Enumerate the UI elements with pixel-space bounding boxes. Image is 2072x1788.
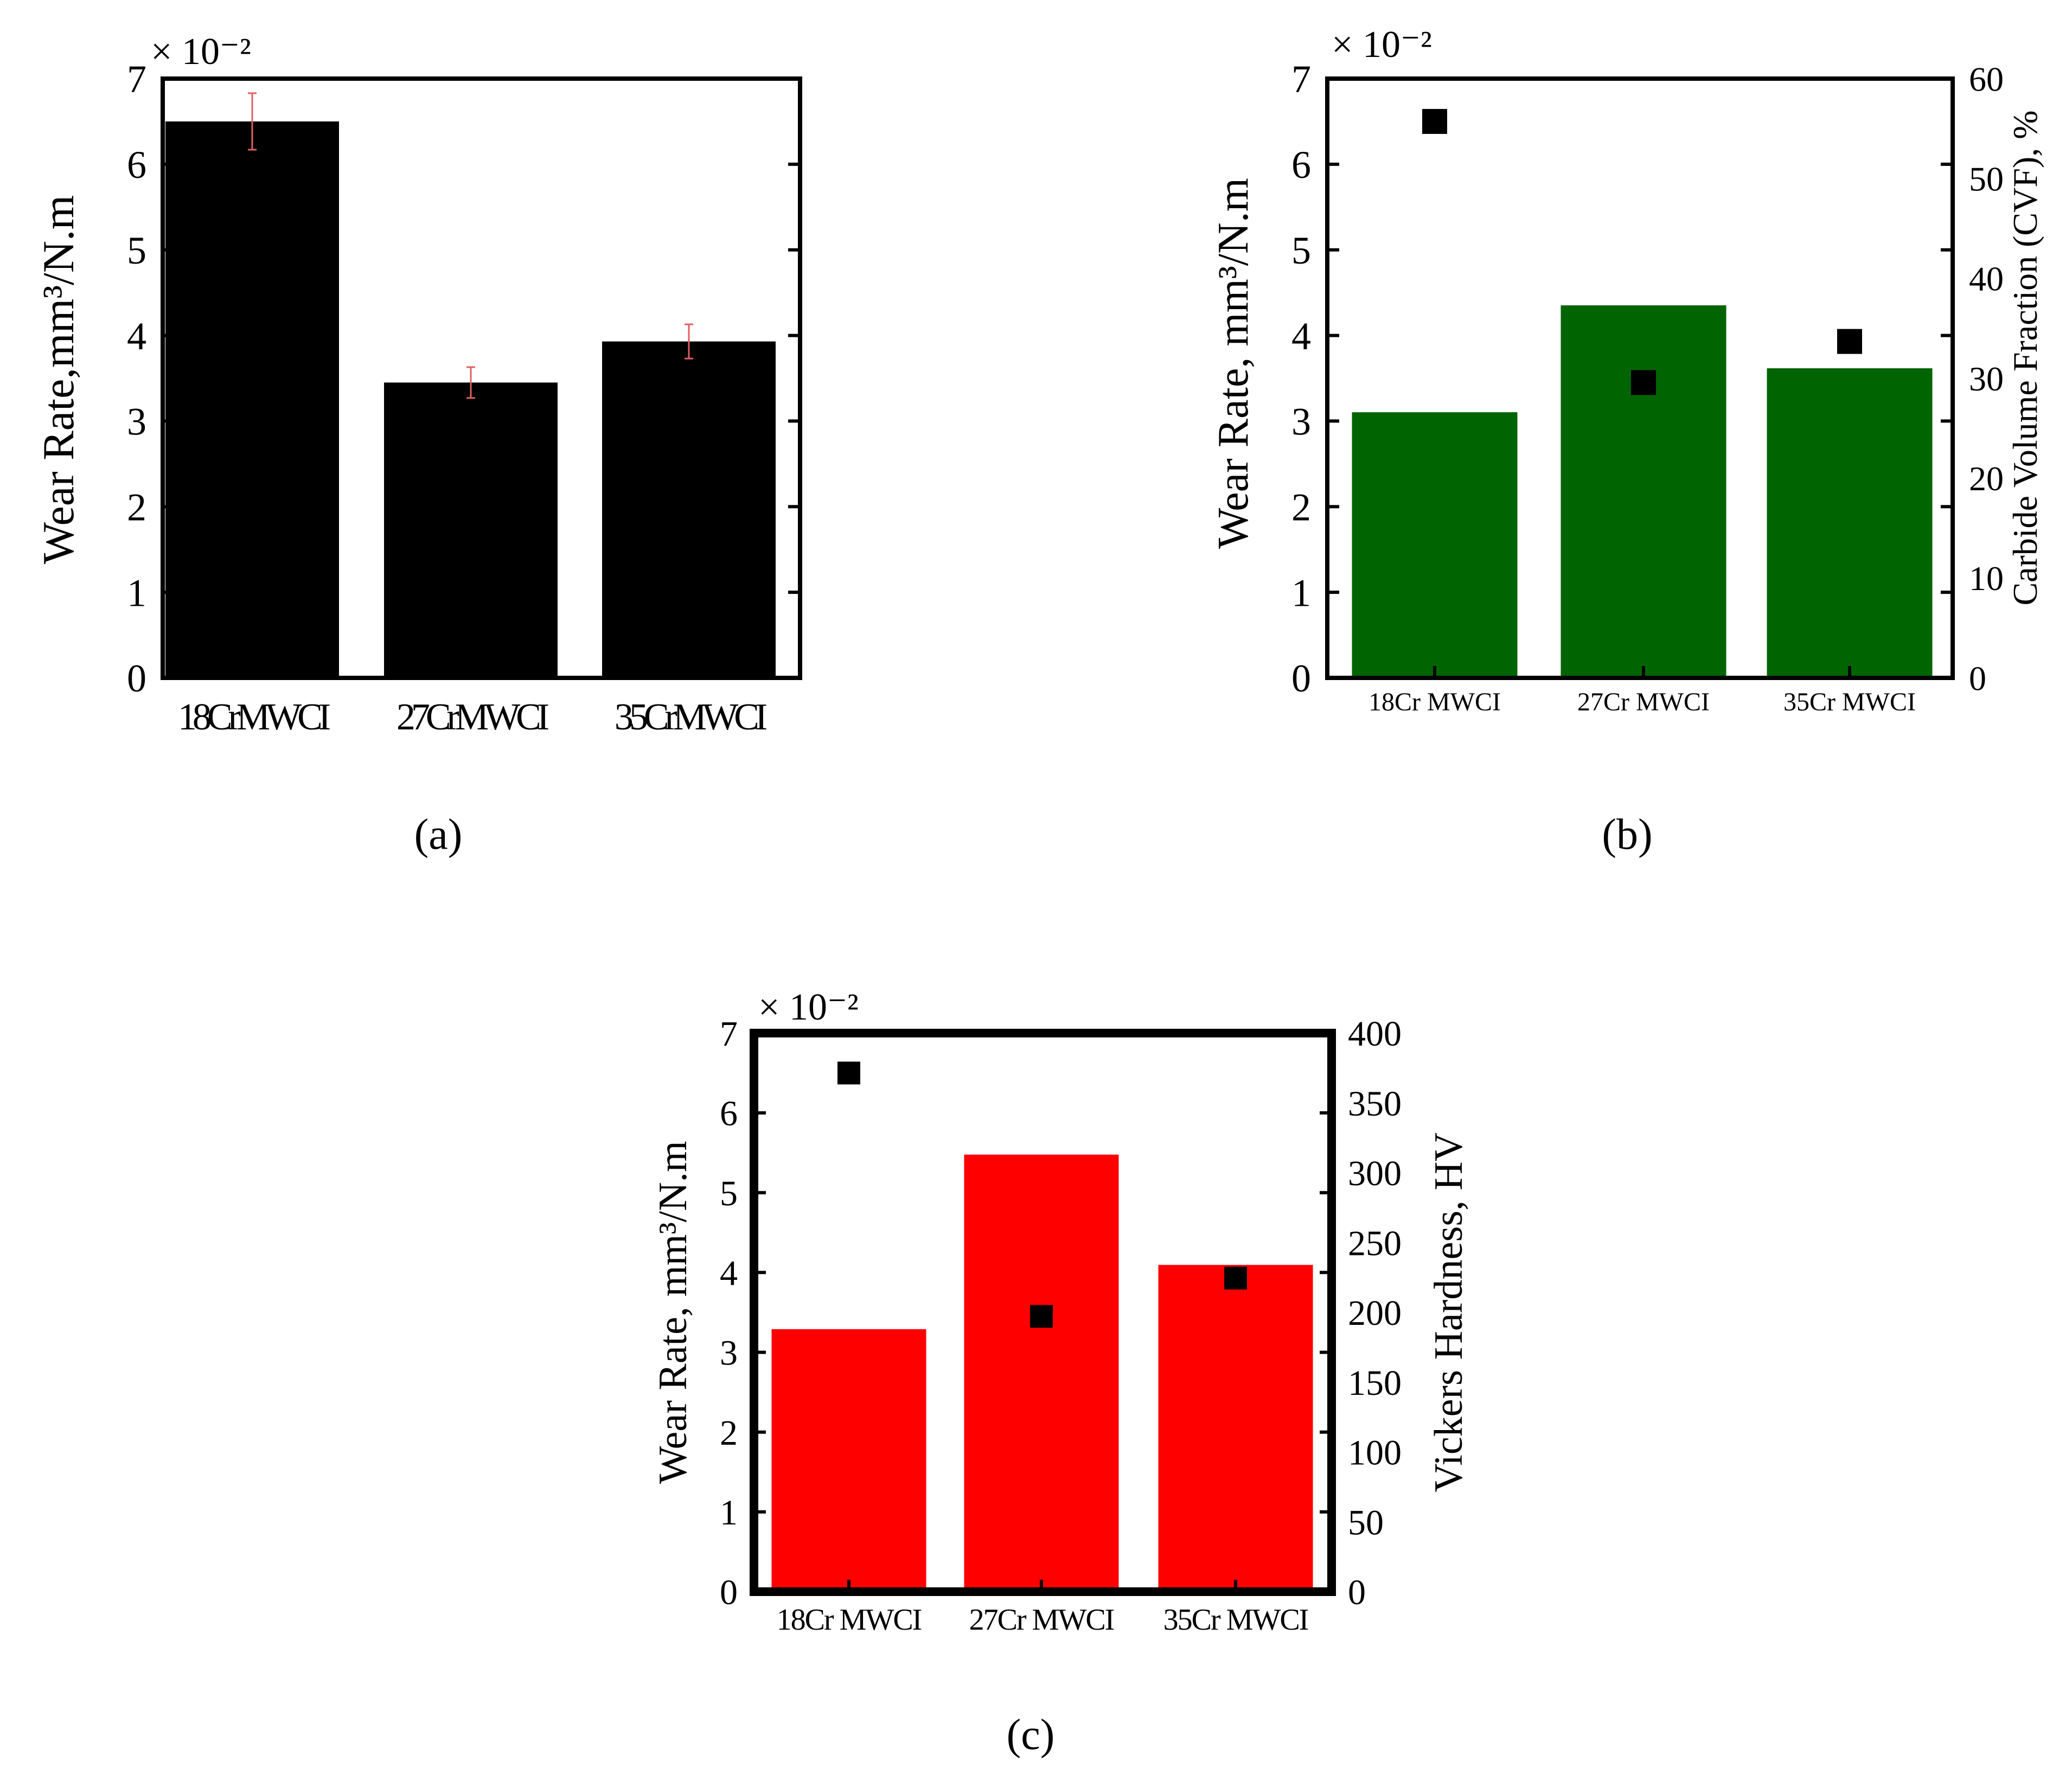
panel-c-y2-tick-label: 50	[1348, 1503, 1384, 1542]
panel-b-y2-tick-label: 50	[1969, 160, 2004, 198]
panel-c-point	[837, 1061, 860, 1085]
panel-b-y2-tick-label: 60	[1969, 60, 2004, 98]
panel-c-y-tick-label: 0	[720, 1573, 738, 1612]
panel-c-y2-tick-label: 400	[1348, 1014, 1402, 1054]
panel-b-plot-frame	[1325, 76, 1955, 680]
panel-a-y-tick-label: 5	[127, 229, 146, 272]
panel-b-x-tick-label: 18Cr MWCI	[1368, 688, 1501, 716]
panel-a-label: (a)	[414, 811, 463, 858]
panel-a-y-tick-label: 4	[127, 315, 146, 358]
panel-c-bar	[1158, 1265, 1313, 1592]
panel-a-x-tick-label: 27CrMWCI	[397, 696, 548, 738]
panel-c-y-tick-label: 5	[720, 1174, 738, 1213]
panel-a-y-tick-label: 6	[127, 143, 146, 187]
panel-b-y2-tick-label: 0	[1969, 659, 1986, 697]
panel-c-x-tick-label: 35Cr MWCI	[1163, 1603, 1308, 1637]
panel-c-point	[1224, 1266, 1247, 1290]
panel-b-y2-axis-label: Carbide Volume Fraction (CVF), %	[2006, 110, 2044, 605]
panel-c-y-tick-label: 3	[720, 1334, 738, 1373]
panel-c-y2-tick-label: 0	[1348, 1573, 1366, 1612]
panel-b-point	[1422, 108, 1447, 134]
panel-a-y-tick-label: 2	[127, 485, 146, 529]
panel-a-y-tick-label: 0	[127, 657, 146, 700]
panel-c-y2-tick-label: 150	[1348, 1363, 1402, 1403]
panel-a-bar	[384, 382, 558, 678]
panel-c-y2-tick-label: 200	[1348, 1293, 1402, 1333]
panel-b-y2-tick-label: 40	[1969, 260, 2004, 298]
panel-c-y2-tick-label: 100	[1348, 1433, 1402, 1473]
panel-c-y-tick-label: 6	[720, 1094, 738, 1133]
panel-b-x-tick-label: 35Cr MWCI	[1783, 688, 1916, 716]
panel-a-y-tick-label: 1	[127, 571, 146, 614]
panel-c-y-tick-label: 4	[720, 1254, 738, 1293]
panel-a-bar	[602, 341, 776, 678]
panel-b-bar	[1561, 305, 1726, 678]
panel-c-bar	[771, 1329, 926, 1592]
panel-b-y-tick-label: 2	[1291, 485, 1311, 529]
panel-c-chart: 0 1 2 3 4 5 6 7 0 50 100 150 200 250 300 350 400 18Cr M…	[651, 986, 1471, 1759]
panel-c-x-tick-label: 27Cr MWCI	[969, 1603, 1114, 1637]
panel-c-y2-axis-label: Vickers Hardness, HV	[1427, 1132, 1471, 1492]
panel-b-y-tick-label: 0	[1291, 657, 1311, 700]
panel-b-label: (b)	[1602, 811, 1652, 858]
panel-b-point	[1837, 329, 1862, 354]
panel-b-y-tick-label: 4	[1291, 315, 1311, 358]
panel-c-y-tick-label: 1	[720, 1493, 738, 1533]
panel-a-x-tick-label: 35CrMWCI	[615, 696, 766, 738]
panel-b-x-tick-label: 27Cr MWCI	[1577, 688, 1710, 716]
panel-b-bar	[1767, 368, 1933, 678]
panel-a-bar	[165, 121, 339, 678]
panel-b-y-tick-label: 5	[1291, 229, 1311, 272]
panel-b-bar	[1352, 412, 1518, 678]
panel-b-y-tick-label: 7	[1291, 57, 1311, 101]
panel-b-chart: 0 1 2 3 4 5 6 7 0 10 20 30 40 50 60 18Cr MWCI 27Cr MWC…	[1210, 24, 2044, 858]
panel-b-y2-tick-label: 10	[1969, 559, 2004, 598]
panel-b-scale-label: × 10⁻²	[1332, 24, 1432, 66]
panel-b-y-tick-label: 1	[1291, 571, 1311, 614]
panel-c-y-tick-label: 2	[720, 1413, 738, 1453]
panel-c-point	[1030, 1305, 1053, 1328]
panel-c-bar	[964, 1155, 1119, 1592]
panel-a-x-tick-label: 18CrMWCI	[178, 696, 330, 738]
panel-c-y2-tick-label: 250	[1348, 1223, 1402, 1263]
panel-a-y-axis-label: Wear Rate,mm³/N.m	[34, 195, 83, 565]
panel-b-y-tick-label: 3	[1291, 400, 1311, 444]
panel-c-label: (c)	[1007, 1711, 1055, 1759]
panel-a-scale-label: × 10⁻²	[151, 31, 251, 73]
panel-b-y2-tick-label: 30	[1969, 360, 2004, 398]
panel-a-y-tick-label: 3	[127, 400, 146, 444]
panel-b-y-axis-label: Wear Rate, mm³/N.m	[1210, 178, 1257, 549]
panel-a-chart: 0 1 2 3 4 5 6 7 18CrMWCI 27CrMWCI 35CrMWCI × 10⁻²…	[34, 31, 802, 858]
panel-b-y-tick-label: 6	[1291, 143, 1311, 187]
panel-c-y2-tick-label: 300	[1348, 1154, 1402, 1194]
panel-c-scale-label: × 10⁻²	[758, 986, 859, 1028]
panel-b-y2-tick-label: 20	[1969, 459, 2004, 498]
panel-c-x-tick-label: 18Cr MWCI	[777, 1603, 922, 1637]
panel-c-y-tick-label: 7	[720, 1014, 738, 1054]
panel-a-plot-frame	[161, 76, 802, 680]
panel-a-y-tick-label: 7	[127, 57, 146, 101]
panel-c-y2-tick-label: 350	[1348, 1084, 1402, 1124]
panel-b-point	[1631, 370, 1656, 395]
panel-c-y-axis-label: Wear Rate, mm³/N.m	[651, 1141, 695, 1484]
